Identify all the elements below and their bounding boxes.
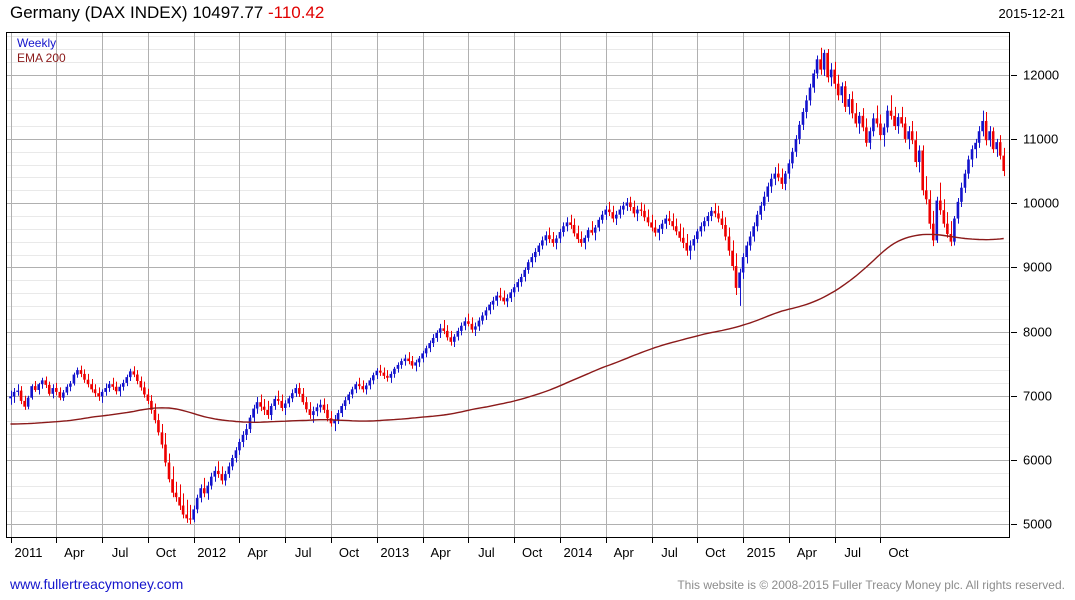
vertical-gridlines: [11, 33, 881, 537]
x-axis-tick: [194, 538, 195, 543]
x-axis-label: Jul: [661, 545, 678, 560]
chart-footer: www.fullertreacymoney.com This website i…: [0, 572, 1075, 600]
x-axis-tick: [148, 538, 149, 543]
x-axis-tick: [56, 538, 57, 543]
x-axis-tick: [560, 538, 561, 543]
y-axis-tick: [1011, 203, 1017, 205]
chart-svg: [7, 33, 1009, 537]
candlestick-series: [9, 47, 1006, 525]
x-axis-tick: [652, 538, 653, 543]
y-axis-label: 7000: [1023, 388, 1052, 404]
price-change: -110.42: [267, 3, 325, 22]
x-axis-tick: [11, 538, 12, 543]
x-axis-label: Oct: [522, 545, 543, 560]
x-axis-label: Oct: [705, 545, 726, 560]
y-axis-tick: [1011, 331, 1017, 333]
x-axis-tick: [468, 538, 469, 543]
y-axis: 5000 6000 7000 8000 9000 10000 11000 12000: [1011, 32, 1075, 538]
x-axis-label: Apr: [613, 545, 634, 560]
x-axis-label: Jul: [294, 545, 312, 560]
y-axis-tick: [1011, 395, 1017, 397]
chart-canvas: [7, 33, 1009, 537]
x-axis-label: Apr: [796, 545, 817, 560]
site-url[interactable]: www.fullertreacymoney.com: [10, 576, 184, 592]
y-axis-label: 9000: [1023, 259, 1052, 275]
x-axis-label: 2014: [563, 545, 593, 560]
copyright-notice: This website is © 2008-2015 Fuller Treac…: [677, 578, 1065, 592]
x-axis-label: Oct: [888, 545, 909, 560]
x-axis-label: Apr: [64, 545, 85, 560]
x-axis-tick: [606, 538, 607, 543]
x-axis-tick: [743, 538, 744, 543]
chart-plot-area[interactable]: Weekly EMA 200: [6, 32, 1010, 538]
x-axis-tick: [285, 538, 286, 543]
y-axis-tick: [1011, 138, 1017, 140]
chart-legend: Weekly EMA 200: [17, 36, 66, 66]
y-axis-label: 10000: [1023, 195, 1060, 211]
ema-200-line: [10, 233, 1004, 425]
chart-header: Germany (DAX INDEX) 10497.77 -110.42 201…: [0, 0, 1075, 28]
x-axis-label: Oct: [155, 545, 176, 560]
x-axis-tick: [835, 538, 836, 543]
x-axis-tick: [423, 538, 424, 543]
x-axis-tick: [789, 538, 790, 543]
legend-ema-200: EMA 200: [17, 51, 66, 65]
y-axis-label: 5000: [1023, 516, 1052, 532]
y-axis-tick: [1011, 524, 1017, 526]
x-axis-label: Jul: [844, 545, 861, 560]
major-gridlines: [7, 75, 1009, 525]
y-axis-tick: [1011, 459, 1017, 461]
y-axis-label: 8000: [1023, 324, 1052, 340]
x-axis-label: Jul: [478, 545, 495, 560]
x-axis-tick: [514, 538, 515, 543]
x-axis-label: Oct: [338, 545, 360, 560]
last-price: 10497.77: [192, 3, 264, 22]
x-axis-tick: [239, 538, 240, 543]
as-of-date: 2015-12-21: [998, 6, 1066, 21]
x-axis-label: Apr: [430, 545, 451, 560]
x-axis-tick: [331, 538, 332, 543]
x-axis-label: Jul: [111, 545, 129, 560]
legend-periodicity: Weekly: [17, 36, 57, 50]
x-axis-tick: [697, 538, 698, 543]
instrument-name: Germany (DAX INDEX): [10, 3, 188, 22]
x-axis-tick: [377, 538, 378, 543]
y-axis-label: 11000: [1023, 131, 1059, 147]
y-axis-tick: [1011, 74, 1017, 76]
page-title: Germany (DAX INDEX) 10497.77 -110.42: [10, 3, 324, 23]
x-axis-tick: [880, 538, 881, 543]
x-axis-tick: [102, 538, 103, 543]
minor-gridlines: [7, 36, 1009, 525]
x-axis-label: 2011: [14, 545, 43, 560]
x-axis-label: 2012: [197, 545, 227, 560]
x-axis-label: 2015: [746, 545, 776, 560]
x-axis: 2011 Apr Jul Oct 2012 Apr Jul Oct 2013 Apr Jul Oct 2…: [6, 538, 1011, 564]
y-axis-label: 6000: [1023, 452, 1052, 468]
x-axis-label: Apr: [247, 545, 268, 560]
x-axis-label: 2013: [380, 545, 410, 560]
y-axis-tick: [1011, 267, 1017, 269]
y-axis-label: 12000: [1023, 67, 1060, 83]
